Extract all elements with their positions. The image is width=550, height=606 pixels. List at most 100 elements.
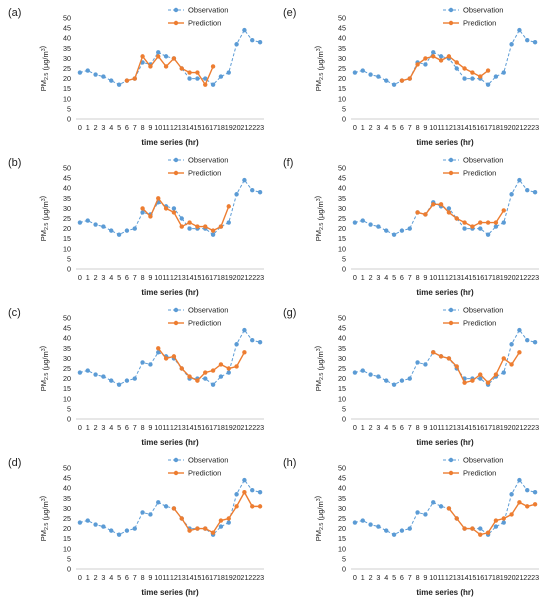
x-tick-label: 4: [109, 123, 113, 132]
x-tick-label: 3: [101, 423, 105, 432]
x-tick-label: 2: [94, 273, 98, 282]
x-tick-label: 3: [101, 573, 105, 582]
y-tick-label: 15: [338, 384, 346, 393]
observation-point: [187, 226, 192, 231]
x-tick-label: 14: [461, 573, 469, 582]
observation-point: [124, 528, 130, 533]
prediction-point: [156, 346, 161, 351]
x-tick-label: 23: [531, 273, 539, 282]
observation-point: [234, 192, 239, 197]
observation-point: [109, 528, 114, 533]
x-tick-label: 11: [162, 273, 169, 282]
y-tick-label: 5: [342, 404, 346, 413]
x-tick-label: 10: [154, 573, 162, 582]
observation-point: [478, 376, 483, 381]
prediction-point: [454, 364, 459, 369]
legend-observation-marker: [173, 7, 179, 13]
observation-point: [391, 232, 397, 237]
x-tick-label: 16: [201, 423, 209, 432]
y-tick-label: 10: [63, 544, 71, 553]
x-tick-label: 11: [437, 423, 444, 432]
observation-point: [242, 327, 247, 333]
observation-point: [517, 477, 522, 483]
y-tick-label: 30: [338, 54, 346, 63]
panel-label-h: (h): [283, 457, 296, 469]
x-tick-label: 0: [353, 423, 357, 432]
prediction-line: [142, 196, 230, 232]
observation-point: [156, 50, 161, 55]
observation-point: [101, 74, 106, 79]
prediction-point: [438, 58, 444, 63]
prediction-point: [485, 530, 491, 535]
x-axis-label: time series (hr): [141, 438, 199, 447]
x-tick-label: 12: [170, 423, 178, 432]
observation-point: [218, 74, 224, 79]
y-axis-label: PM2.5 (μg/m3): [38, 195, 50, 241]
legend-prediction-label: Prediction: [188, 19, 221, 28]
x-tick-label: 5: [392, 123, 396, 132]
y-tick-label: 0: [342, 115, 346, 124]
y-tick-label: 30: [63, 504, 71, 513]
x-tick-label: 6: [125, 273, 129, 282]
prediction-point: [493, 518, 499, 523]
y-tick-label: 30: [338, 354, 346, 363]
x-tick-label: 6: [400, 573, 404, 582]
y-tick-label: 25: [338, 364, 346, 373]
x-tick-label: 11: [162, 423, 169, 432]
x-tick-label: 6: [125, 423, 129, 432]
y-tick-label: 20: [63, 374, 71, 383]
y-tick-label: 30: [338, 504, 346, 513]
observation-point: [525, 188, 530, 193]
prediction-point: [148, 64, 153, 69]
x-tick-label: 15: [468, 123, 476, 132]
x-tick-label: 19: [500, 123, 508, 132]
prediction-point: [210, 64, 216, 69]
x-tick-label: 12: [170, 123, 178, 132]
observation-point: [257, 190, 263, 195]
legend-prediction-marker: [173, 470, 179, 476]
x-tick-label: 17: [484, 573, 492, 582]
observation-point: [257, 490, 263, 495]
x-tick-label: 15: [193, 573, 201, 582]
x-tick-label: 8: [416, 273, 420, 282]
observation-point: [163, 54, 169, 59]
prediction-point: [210, 530, 216, 535]
x-tick-label: 8: [141, 273, 145, 282]
prediction-point: [462, 526, 467, 531]
observation-point: [360, 218, 365, 223]
x-tick-label: 18: [492, 123, 500, 132]
x-tick-label: 19: [500, 573, 508, 582]
prediction-point: [218, 518, 224, 523]
y-tick-label: 40: [63, 334, 71, 343]
x-tick-label: 21: [240, 123, 248, 132]
prediction-point: [140, 206, 145, 211]
x-tick-label: 17: [209, 123, 217, 132]
prediction-point: [478, 372, 483, 377]
legend-prediction-label: Prediction: [463, 319, 496, 328]
prediction-point: [250, 504, 255, 509]
x-tick-label: 4: [109, 423, 113, 432]
observation-point: [203, 376, 208, 381]
observation-point: [250, 38, 255, 43]
observation-point: [376, 374, 381, 379]
observation-point: [462, 76, 467, 81]
x-tick-label: 23: [256, 273, 264, 282]
x-tick-label: 10: [429, 423, 437, 432]
prediction-point: [501, 356, 506, 361]
y-tick-label: 10: [63, 94, 71, 103]
y-tick-label: 50: [338, 14, 346, 23]
observation-point: [517, 177, 522, 183]
observation-point: [179, 216, 184, 221]
prediction-point: [485, 68, 491, 73]
x-axis-label: time series (hr): [416, 288, 474, 297]
x-tick-label: 13: [178, 123, 186, 132]
y-tick-label: 25: [63, 64, 71, 73]
prediction-point: [493, 372, 499, 377]
observation-point: [124, 378, 130, 383]
x-tick-label: 14: [186, 423, 194, 432]
x-tick-label: 11: [437, 123, 444, 132]
observation-point: [218, 524, 224, 529]
observation-point: [462, 226, 467, 231]
